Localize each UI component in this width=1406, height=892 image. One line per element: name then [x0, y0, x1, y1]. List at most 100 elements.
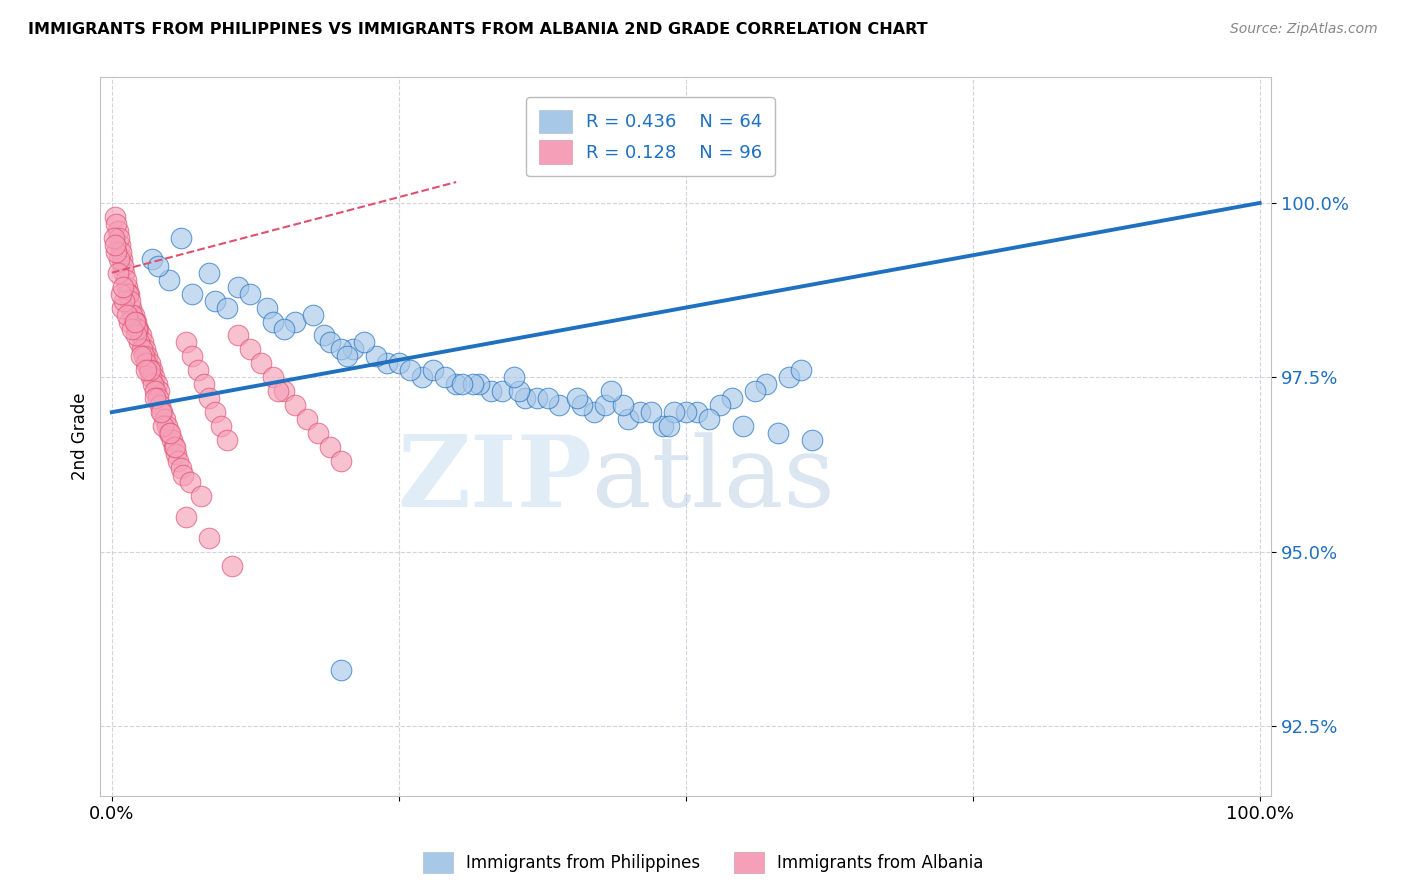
Point	[146, 391, 169, 405]
Point	[364, 350, 387, 364]
Point	[110, 244, 132, 259]
Point	[108, 237, 131, 252]
Point	[513, 391, 536, 405]
Point	[179, 475, 201, 489]
Point	[238, 286, 260, 301]
Point	[319, 335, 342, 350]
Point	[121, 308, 143, 322]
Point	[112, 279, 135, 293]
Point	[127, 321, 149, 335]
Point	[135, 356, 157, 370]
Point	[204, 405, 226, 419]
Point	[129, 350, 152, 364]
Point	[766, 426, 789, 441]
Point	[117, 286, 139, 301]
Point	[176, 509, 198, 524]
Point	[157, 273, 180, 287]
Point	[686, 405, 709, 419]
Point	[411, 370, 433, 384]
Point	[160, 433, 183, 447]
Point	[468, 377, 491, 392]
Point	[595, 398, 617, 412]
Point	[125, 328, 148, 343]
Point	[801, 433, 824, 447]
Point	[110, 286, 132, 301]
Point	[145, 391, 167, 405]
Point	[124, 314, 146, 328]
Point	[118, 286, 141, 301]
Point	[262, 314, 284, 328]
Point	[209, 419, 232, 434]
Point	[115, 308, 138, 322]
Point	[107, 224, 129, 238]
Point	[463, 377, 485, 392]
Point	[122, 308, 145, 322]
Point	[342, 343, 364, 357]
Point	[709, 398, 731, 412]
Point	[146, 259, 169, 273]
Point	[150, 405, 173, 419]
Point	[139, 370, 162, 384]
Point	[256, 301, 278, 315]
Point	[111, 301, 134, 315]
Point	[181, 286, 204, 301]
Point	[789, 363, 811, 377]
Point	[422, 363, 444, 377]
Point	[125, 321, 148, 335]
Point	[103, 231, 125, 245]
Point	[172, 467, 194, 482]
Point	[375, 356, 398, 370]
Point	[143, 370, 166, 384]
Point	[204, 293, 226, 308]
Point	[273, 321, 295, 335]
Point	[167, 454, 190, 468]
Point	[284, 314, 307, 328]
Point	[128, 335, 150, 350]
Point	[330, 343, 353, 357]
Legend: Immigrants from Philippines, Immigrants from Albania: Immigrants from Philippines, Immigrants …	[416, 846, 990, 880]
Point	[142, 377, 165, 392]
Point	[284, 398, 307, 412]
Point	[273, 384, 295, 399]
Point	[150, 405, 173, 419]
Point	[138, 363, 160, 377]
Point	[105, 217, 128, 231]
Legend: R = 0.436    N = 64, R = 0.128    N = 96: R = 0.436 N = 64, R = 0.128 N = 96	[526, 97, 775, 176]
Point	[107, 252, 129, 266]
Point	[330, 663, 353, 677]
Point	[141, 363, 163, 377]
Text: IMMIGRANTS FROM PHILIPPINES VS IMMIGRANTS FROM ALBANIA 2ND GRADE CORRELATION CHA: IMMIGRANTS FROM PHILIPPINES VS IMMIGRANT…	[28, 22, 928, 37]
Point	[215, 433, 238, 447]
Point	[336, 350, 359, 364]
Point	[651, 419, 673, 434]
Point	[138, 356, 160, 370]
Point	[226, 328, 249, 343]
Point	[181, 350, 204, 364]
Point	[104, 210, 127, 224]
Point	[221, 558, 243, 573]
Point	[295, 412, 318, 426]
Point	[675, 405, 697, 419]
Point	[107, 266, 129, 280]
Point	[198, 531, 221, 545]
Point	[628, 405, 651, 419]
Point	[118, 314, 141, 328]
Point	[226, 279, 249, 293]
Point	[319, 440, 342, 454]
Point	[120, 293, 142, 308]
Point	[451, 377, 474, 392]
Point	[134, 343, 156, 357]
Point	[157, 426, 180, 441]
Point	[571, 398, 593, 412]
Point	[159, 426, 181, 441]
Point	[314, 328, 336, 343]
Point	[111, 252, 134, 266]
Point	[491, 384, 513, 399]
Point	[330, 454, 353, 468]
Text: Source: ZipAtlas.com: Source: ZipAtlas.com	[1230, 22, 1378, 37]
Point	[353, 335, 375, 350]
Point	[138, 363, 160, 377]
Point	[778, 370, 800, 384]
Point	[444, 377, 467, 392]
Point	[131, 343, 153, 357]
